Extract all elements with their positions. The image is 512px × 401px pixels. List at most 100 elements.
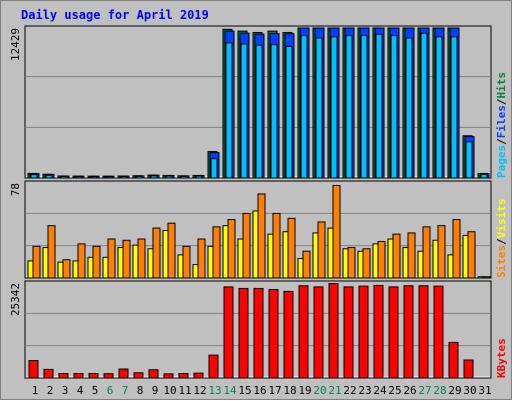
x-tick-label-day-16: 16 xyxy=(253,384,266,397)
x-tick-label-day-27: 27 xyxy=(418,384,431,397)
hits-files-pages-bar-pages-day-12 xyxy=(195,175,203,179)
visits-sites-bar-sites-day-9 xyxy=(152,227,161,279)
x-tick-label-day-5: 5 xyxy=(92,384,99,397)
hits-files-pages-bar-pages-day-16 xyxy=(255,44,263,179)
hits-files-pages-bar-pages-day-18 xyxy=(285,45,293,179)
x-tick-label-day-6: 6 xyxy=(107,384,114,397)
kbytes-bar-kbytes-day-3 xyxy=(58,373,69,379)
visits-sites-bar-sites-day-20 xyxy=(317,221,326,279)
visits-sites-bar-sites-day-28 xyxy=(437,225,446,279)
hits-files-pages-bar-pages-day-24 xyxy=(375,33,383,179)
x-tick-label-day-7: 7 xyxy=(122,384,129,397)
visits-sites-bar-sites-day-12 xyxy=(197,238,206,279)
hits-files-pages-bar-pages-day-28 xyxy=(435,36,443,179)
kbytes-bar-kbytes-day-28 xyxy=(433,285,444,379)
x-tick-label-day-3: 3 xyxy=(62,384,69,397)
kbytes-bar-kbytes-day-4 xyxy=(73,373,84,379)
hits-files-pages-bar-pages-day-10 xyxy=(165,175,173,179)
x-tick-label-day-29: 29 xyxy=(448,384,461,397)
hits-files-pages-bar-pages-day-19 xyxy=(300,35,308,179)
x-tick-label-day-14: 14 xyxy=(223,384,237,397)
kbytes-bar-kbytes-day-8 xyxy=(133,372,144,379)
visits-sites-bar-sites-day-30 xyxy=(467,231,476,279)
hits-files-pages-side-label-part: Files xyxy=(495,105,508,138)
hits-files-pages-bar-pages-day-9 xyxy=(150,175,158,179)
kbytes-bar-kbytes-day-13 xyxy=(208,354,219,379)
visits-sites-bar-sites-day-27 xyxy=(422,226,431,279)
hits-files-pages-bar-pages-day-5 xyxy=(90,176,98,179)
kbytes-bar-kbytes-day-2 xyxy=(43,368,54,379)
visits-sites-bar-sites-day-16 xyxy=(257,193,266,279)
x-tick-label-day-13: 13 xyxy=(208,384,221,397)
x-tick-label-day-10: 10 xyxy=(163,384,176,397)
kbytes-bar-kbytes-day-6 xyxy=(103,373,114,379)
x-tick-label-day-1: 1 xyxy=(32,384,39,397)
hits-files-pages-bar-pages-day-14 xyxy=(225,42,233,179)
visits-sites-bar-sites-day-6 xyxy=(107,238,116,279)
hits-files-pages-bar-pages-day-17 xyxy=(270,44,278,179)
kbytes-y-max-label: 25342 xyxy=(9,283,22,316)
kbytes-bar-kbytes-day-18 xyxy=(283,290,294,379)
visits-sites-bar-sites-day-10 xyxy=(167,222,176,279)
kbytes-bar-kbytes-day-30 xyxy=(463,359,474,379)
hits-files-pages-side-label-part: / xyxy=(495,138,508,145)
kbytes-bar-kbytes-day-29 xyxy=(448,341,459,379)
x-tick-label-day-25: 25 xyxy=(388,384,401,397)
visits-sites-bar-sites-day-11 xyxy=(182,245,191,279)
visits-sites-bar-sites-day-17 xyxy=(272,212,281,279)
hits-files-pages-bar-pages-day-8 xyxy=(135,175,143,179)
x-tick-label-day-22: 22 xyxy=(343,384,356,397)
kbytes-bar-kbytes-day-15 xyxy=(238,287,249,379)
hits-files-pages-side-label: Pages/Files/Hits xyxy=(495,72,508,178)
hits-files-pages-bar-pages-day-25 xyxy=(390,35,398,179)
x-tick-label-day-20: 20 xyxy=(313,384,326,397)
hits-files-pages-side-label-part: Hits xyxy=(495,72,508,99)
visits-sites-bar-sites-day-5 xyxy=(92,245,101,279)
visits-sites-bar-sites-day-8 xyxy=(137,238,146,279)
x-tick-label-day-30: 30 xyxy=(463,384,476,397)
hits-files-pages-bar-pages-day-21 xyxy=(330,36,338,179)
x-tick-label-day-12: 12 xyxy=(193,384,206,397)
visits-sites-bar-sites-day-31 xyxy=(482,276,491,279)
hits-files-pages-bar-pages-day-26 xyxy=(405,37,413,179)
kbytes-bar-kbytes-day-11 xyxy=(178,373,189,379)
visits-sites-side-label-part: / xyxy=(495,238,508,245)
kbytes-bar-kbytes-day-23 xyxy=(358,285,369,379)
visits-sites-bar-sites-day-15 xyxy=(242,212,251,279)
x-tick-label-day-11: 11 xyxy=(178,384,191,397)
hits-files-pages-bar-pages-day-2 xyxy=(45,174,53,179)
visits-sites-side-label-part: Sites xyxy=(495,245,508,278)
x-tick-label-day-2: 2 xyxy=(47,384,54,397)
kbytes-bar-kbytes-day-21 xyxy=(328,283,339,379)
hits-files-pages-y-max-label: 12429 xyxy=(9,28,22,61)
kbytes-bar-kbytes-day-20 xyxy=(313,286,324,379)
visits-sites-bar-sites-day-4 xyxy=(77,243,86,279)
x-tick-label-day-31: 31 xyxy=(478,384,491,397)
hits-files-pages-bar-pages-day-6 xyxy=(105,176,113,179)
x-tick-label-day-26: 26 xyxy=(403,384,416,397)
visits-sites-bar-sites-day-7 xyxy=(122,239,131,279)
visits-sites-y-max-label: 78 xyxy=(9,183,22,196)
kbytes-bar-kbytes-day-14 xyxy=(223,286,234,379)
x-tick-label-day-8: 8 xyxy=(137,384,144,397)
kbytes-bar-kbytes-day-19 xyxy=(298,285,309,379)
hits-files-pages-bar-pages-day-22 xyxy=(345,35,353,179)
x-tick-label-day-28: 28 xyxy=(433,384,446,397)
visits-sites-bar-sites-day-23 xyxy=(362,248,371,279)
kbytes-bar-kbytes-day-1 xyxy=(28,360,39,379)
visits-sites-bar-sites-day-13 xyxy=(212,226,221,279)
visits-sites-bar-sites-day-3 xyxy=(62,259,71,279)
visits-sites-bar-sites-day-19 xyxy=(302,250,311,279)
kbytes-bar-kbytes-day-22 xyxy=(343,286,354,379)
hits-files-pages-side-label-part: Pages xyxy=(495,145,508,178)
visits-sites-bar-sites-day-21 xyxy=(332,184,341,279)
hits-files-pages-bar-pages-day-15 xyxy=(240,43,248,179)
visits-sites-bar-sites-day-29 xyxy=(452,219,461,279)
x-tick-label-day-24: 24 xyxy=(373,384,387,397)
kbytes-side-label-part: KBytes xyxy=(495,338,508,378)
visits-sites-bar-sites-day-1 xyxy=(32,245,41,279)
kbytes-side-label: KBytes xyxy=(495,338,508,378)
hits-files-pages-bar-pages-day-13 xyxy=(210,158,218,179)
hits-files-pages-bar-pages-day-23 xyxy=(360,35,368,179)
